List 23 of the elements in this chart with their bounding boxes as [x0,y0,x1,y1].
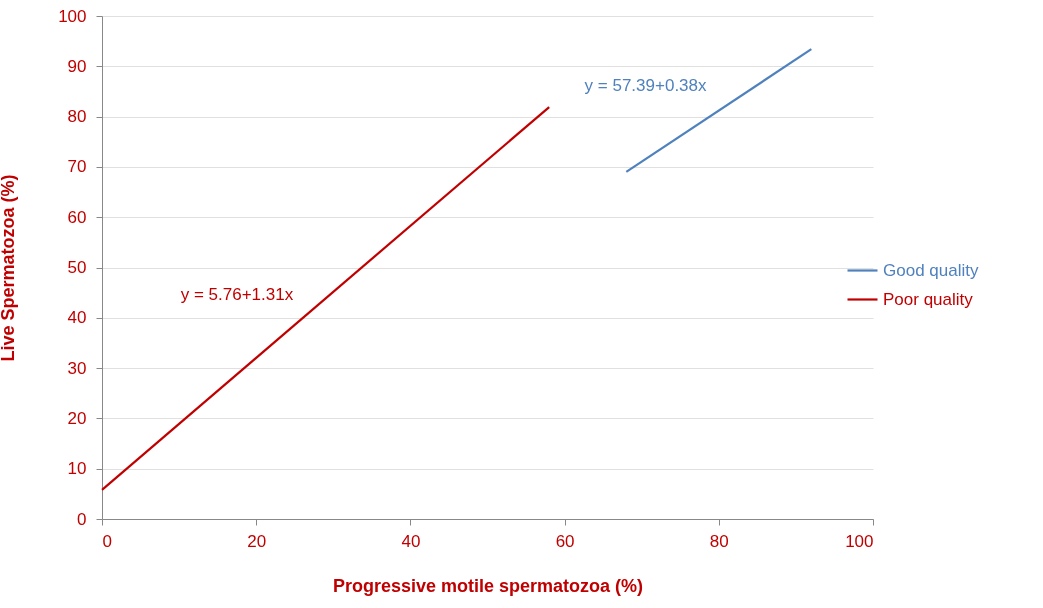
y-tick-label: 60 [67,207,87,227]
x-tick-label: 80 [709,531,729,551]
annotation: y = 5.76+1.31x [180,285,294,305]
y-tick-label: 80 [67,107,87,127]
y-tick-label: 20 [67,408,87,428]
y-tick-label: 0 [77,509,87,529]
legend-label: Poor quality [883,289,974,309]
annotation: y = 57.39+0.38x [584,76,708,96]
y-tick-label: 50 [67,258,87,277]
x-tick-label: 20 [247,531,267,551]
x-tick-label: 0 [102,531,112,551]
y-tick-label: 40 [67,308,87,328]
x-axis-title: Progressive motile spermatozoa (%) [332,575,644,596]
y-tick-label: 30 [67,358,87,378]
y-tick-label: 90 [67,56,87,76]
x-tick-label: 40 [401,531,421,551]
y-tick-label: 70 [67,157,87,177]
y-axis-title: Live Spermatozoa (%) [0,174,19,362]
x-tick-label: 60 [555,531,575,551]
x-tick-label: 100 [845,531,874,551]
legend-label: Good quality [883,260,979,280]
y-tick-label: 100 [58,6,87,26]
y-tick-label: 10 [67,459,87,479]
